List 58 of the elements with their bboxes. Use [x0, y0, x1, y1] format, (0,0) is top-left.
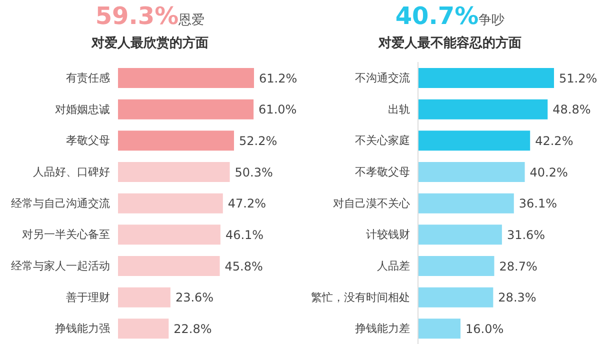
y-tick-label: 不孝敬父母	[355, 166, 410, 179]
data-label: 36.1%	[518, 196, 558, 211]
bar	[418, 287, 494, 308]
y-tick-label: 有责任感	[66, 72, 110, 85]
data-label: 22.8%	[174, 322, 212, 336]
data-label: 48.8%	[552, 102, 591, 117]
bar	[118, 256, 220, 276]
y-tick-label: 对另一半关心备至	[22, 228, 110, 242]
bar	[118, 162, 230, 182]
bar	[418, 318, 460, 339]
y-tick-label: 对自己漠不关心	[333, 196, 410, 210]
bar	[118, 318, 169, 339]
data-label: 61.2%	[259, 71, 298, 86]
bar	[418, 99, 548, 120]
data-label: 52.2%	[239, 134, 278, 148]
data-label: 16.0%	[466, 322, 504, 336]
y-tick-label: 挣钱能力强	[55, 322, 110, 336]
data-label: 23.6%	[175, 290, 214, 305]
data-label: 46.1%	[225, 228, 264, 242]
y-tick-label: 不关心家庭	[355, 134, 410, 148]
y-tick-label: 繁忙，没有时间相处	[311, 290, 410, 304]
bar	[118, 193, 223, 214]
chart-subtitle: 对爱人最欣赏的方面	[90, 34, 210, 53]
bar	[118, 99, 254, 120]
data-label: 50.3%	[234, 165, 273, 180]
y-tick-label: 计较钱财	[366, 228, 410, 242]
bar	[118, 224, 220, 245]
y-tick-label: 善于理财	[66, 290, 110, 304]
data-label: 45.8%	[224, 259, 263, 274]
chart-title: 59.3%恩爱	[95, 2, 205, 30]
data-label: 42.2%	[535, 134, 574, 148]
y-tick-label: 经常与家人一起活动	[11, 260, 110, 273]
data-label: 31.6%	[506, 228, 546, 242]
y-tick-label: 人品好、口碑好	[33, 166, 110, 179]
chart-title: 40.7%争吵	[395, 2, 505, 30]
y-tick-label: 挣钱能力差	[355, 322, 410, 336]
y-tick-label: 出轨	[388, 102, 410, 116]
data-label: 28.3%	[498, 290, 536, 305]
y-tick-label: 不沟通交流	[355, 72, 410, 85]
data-label: 51.2%	[559, 71, 598, 86]
chart-subtitle: 对爱人最不能容忍的方面	[377, 34, 522, 53]
y-tick-label: 孝敬父母	[66, 134, 110, 148]
bar	[118, 130, 234, 151]
data-label: 40.2%	[530, 165, 568, 180]
data-label: 61.0%	[258, 102, 297, 117]
bar	[418, 193, 514, 214]
bar	[418, 162, 525, 182]
bar	[118, 68, 254, 88]
bar	[418, 68, 554, 88]
bar	[418, 256, 494, 276]
bar	[118, 287, 170, 308]
y-tick-label: 对婚姻忠诚	[55, 102, 110, 116]
bar	[418, 224, 502, 245]
y-tick-label: 人品差	[377, 260, 410, 273]
y-tick-label: 经常与自己沟通交流	[11, 196, 110, 210]
data-label: 47.2%	[228, 196, 266, 211]
bar	[418, 130, 530, 151]
data-label: 28.7%	[499, 259, 538, 274]
